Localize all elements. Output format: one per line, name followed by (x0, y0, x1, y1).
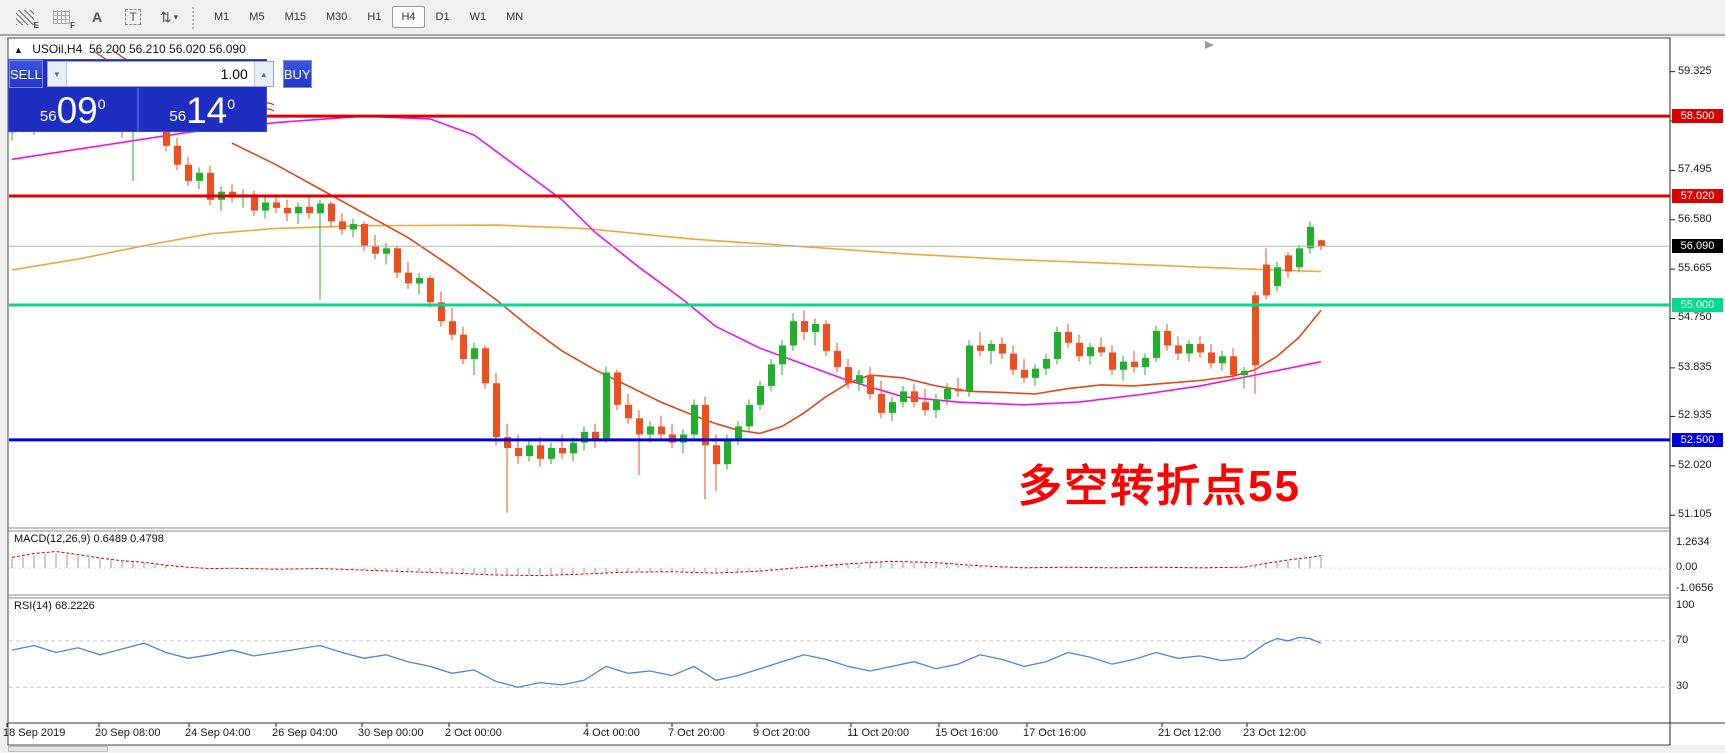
collapse-panel-icon[interactable]: ▲ (14, 45, 23, 55)
volume-decrease-button[interactable]: ▼ (47, 62, 67, 86)
timeframe-M1-button[interactable]: M1 (214, 11, 230, 23)
date-tick-label: 11 Oct 20:00 (847, 727, 910, 739)
price-tick-label: 51.105 (1678, 508, 1712, 521)
price-tag-58.500: 58.500 (1672, 109, 1723, 124)
sell-button[interactable]: SELL (9, 60, 43, 88)
chinese-annotation: 多空转折点55 (1018, 462, 1301, 511)
arrange-arrows-icon[interactable]: ⇅ ▾ (159, 8, 179, 25)
timeframe-MN-button[interactable]: MN (506, 11, 524, 23)
date-tick-label: 9 Oct 20:00 (753, 727, 810, 739)
price-tick-label: 55.665 (1678, 262, 1712, 275)
date-tick-label: 20 Sep 08:00 (95, 727, 161, 739)
date-tick-label: 4 Oct 00:00 (583, 727, 640, 739)
timeframe-W1-button[interactable]: W1 (469, 11, 487, 23)
timeframe-M5-button[interactable]: M5 (249, 11, 265, 23)
price-tag-57.020: 57.020 (1672, 189, 1723, 203)
chart-hatch-e-icon[interactable]: E (10, 5, 40, 30)
date-tick-label: 21 Oct 12:00 (1158, 727, 1221, 739)
timeframe-M15-button[interactable]: M15 (284, 11, 306, 23)
sell-price-display[interactable]: 56 09 0 (9, 88, 139, 131)
price-tick-label: 52.020 (1678, 458, 1712, 471)
macd-tick-label: 0.00 (1676, 561, 1698, 574)
date-tick-label: 18 Sep 2019 (3, 727, 66, 739)
price-tag-56.090: 56.090 (1672, 239, 1723, 254)
timeframe-D1-button[interactable]: D1 (435, 11, 450, 23)
volume-increase-button[interactable]: ▲ (253, 62, 273, 86)
toolbar-separator (192, 5, 197, 29)
macd-tick-label: -1.0656 (1676, 582, 1714, 595)
date-tick-label: 23 Oct 12:00 (1243, 727, 1306, 739)
date-tick-label: 24 Sep 04:00 (185, 727, 251, 739)
timeframe-H1-button[interactable]: H1 (367, 11, 382, 23)
timeframe-H4-button[interactable]: H4 (392, 6, 425, 28)
price-tick-label: 57.495 (1678, 163, 1712, 176)
rsi-tick-label: 30 (1676, 680, 1689, 693)
macd-tick-label: 1.2634 (1676, 536, 1710, 549)
timeframe-toolbar: M1 M5 M15 M30 H1 H4 D1 W1 MN (205, 6, 534, 28)
buy-button[interactable]: BUY (282, 60, 312, 88)
price-tick-label: 54.750 (1678, 311, 1712, 324)
text-box-t-icon[interactable]: T (118, 5, 148, 29)
text-label-a-icon[interactable]: A (91, 9, 103, 25)
price-tag-55.000: 55.000 (1672, 298, 1723, 312)
symbol-period-label: USOil,H4 (32, 42, 83, 56)
price-tick-label: 52.935 (1678, 409, 1712, 422)
volume-stepper: ▼ ▲ (46, 61, 274, 87)
dropdown-caret-icon: ▾ (173, 11, 179, 22)
date-tick-label: 30 Sep 00:00 (358, 727, 424, 739)
top-toolbar: E F A T ⇅ ▾ M1 M5 M15 M30 H1 H4 D1 W1 MN (0, 0, 1725, 36)
date-tick-label: 7 Oct 20:00 (668, 727, 725, 739)
chart-header: ▲ USOil,H4 56.200 56.210 56.020 56.090 (14, 42, 246, 56)
ohlc-values: 56.200 56.210 56.020 56.090 (88, 42, 246, 56)
volume-input[interactable] (66, 62, 254, 86)
buy-price-display[interactable]: 56 14 0 (169, 90, 236, 131)
price-tag-52.500: 52.500 (1672, 432, 1723, 447)
timeframe-M30-button[interactable]: M30 (325, 11, 348, 23)
grid-f-icon[interactable]: F (46, 5, 76, 30)
bottom-scroll-tab[interactable] (8, 746, 108, 752)
date-tick-label: 26 Sep 04:00 (272, 727, 338, 739)
date-tick-label: 15 Oct 16:00 (935, 727, 998, 739)
date-tick-label: 2 Oct 00:00 (445, 727, 502, 739)
rsi-tick-label: 70 (1676, 633, 1689, 646)
macd-label: MACD(12,26,9) 0.6489 0.4798 (14, 533, 164, 545)
date-tick-label: 17 Oct 16:00 (1023, 727, 1086, 739)
rsi-tick-label: 100 (1676, 599, 1695, 612)
rsi-label: RSI(14) 68.2226 (14, 600, 95, 612)
price-tick-label: 59.325 (1678, 64, 1712, 77)
price-tick-label: 56.580 (1678, 212, 1712, 225)
price-tick-label: 53.835 (1678, 360, 1712, 373)
